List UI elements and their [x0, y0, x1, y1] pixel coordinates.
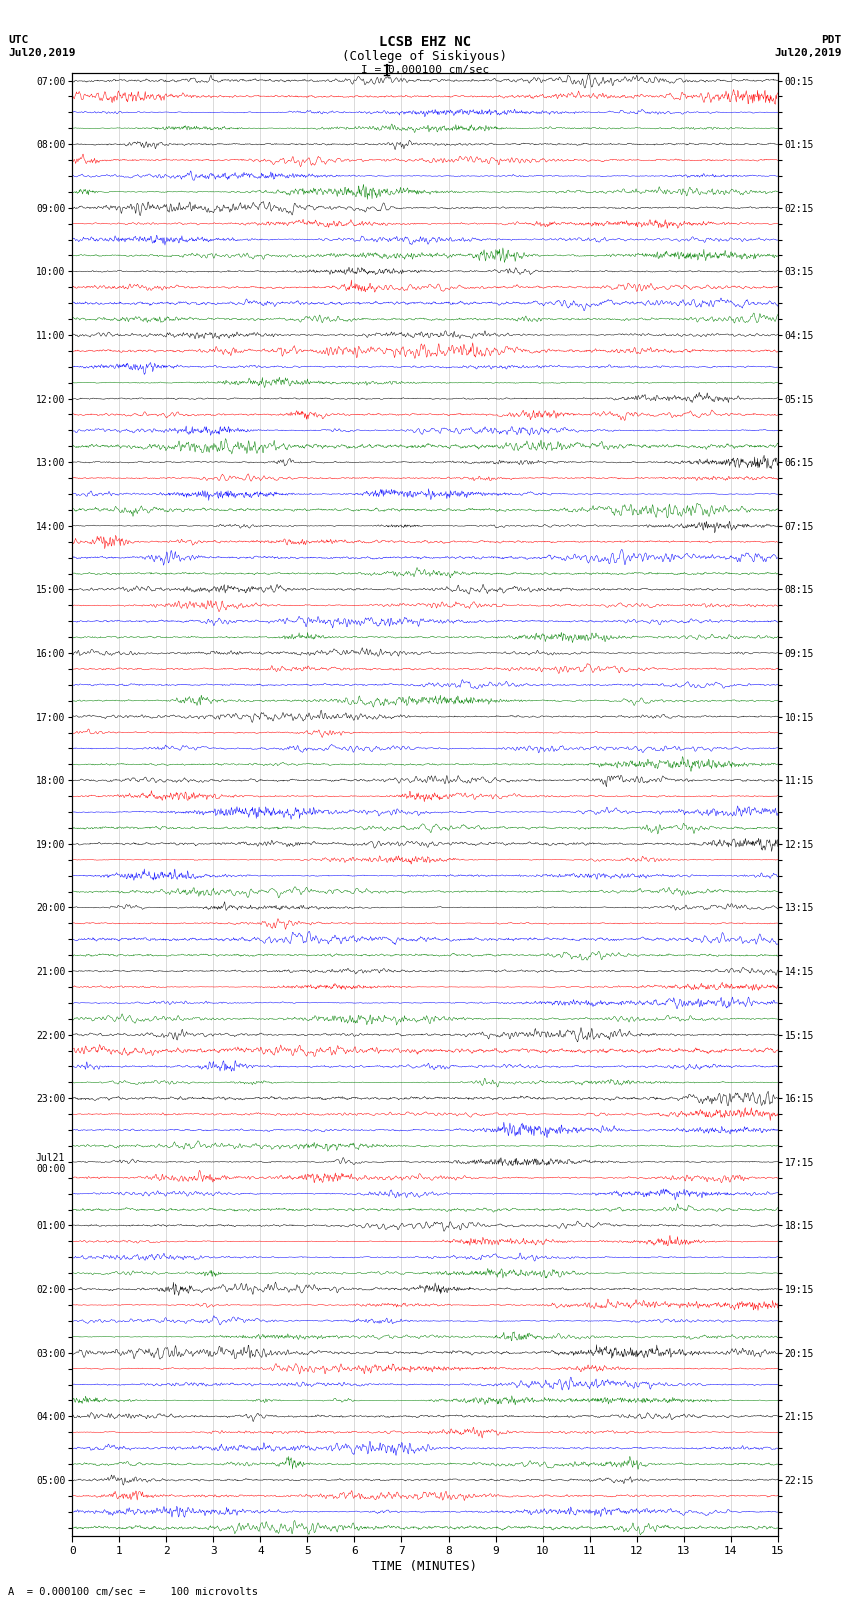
Text: A  = 0.000100 cm/sec =    100 microvolts: A = 0.000100 cm/sec = 100 microvolts: [8, 1587, 258, 1597]
Text: PDT: PDT: [821, 35, 842, 45]
Text: Jul20,2019: Jul20,2019: [774, 48, 842, 58]
Text: (College of Siskiyous): (College of Siskiyous): [343, 50, 507, 63]
Text: I = 0.000100 cm/sec: I = 0.000100 cm/sec: [361, 65, 489, 74]
X-axis label: TIME (MINUTES): TIME (MINUTES): [372, 1560, 478, 1573]
Text: Jul20,2019: Jul20,2019: [8, 48, 76, 58]
Text: LCSB EHZ NC: LCSB EHZ NC: [379, 35, 471, 50]
Text: UTC: UTC: [8, 35, 29, 45]
